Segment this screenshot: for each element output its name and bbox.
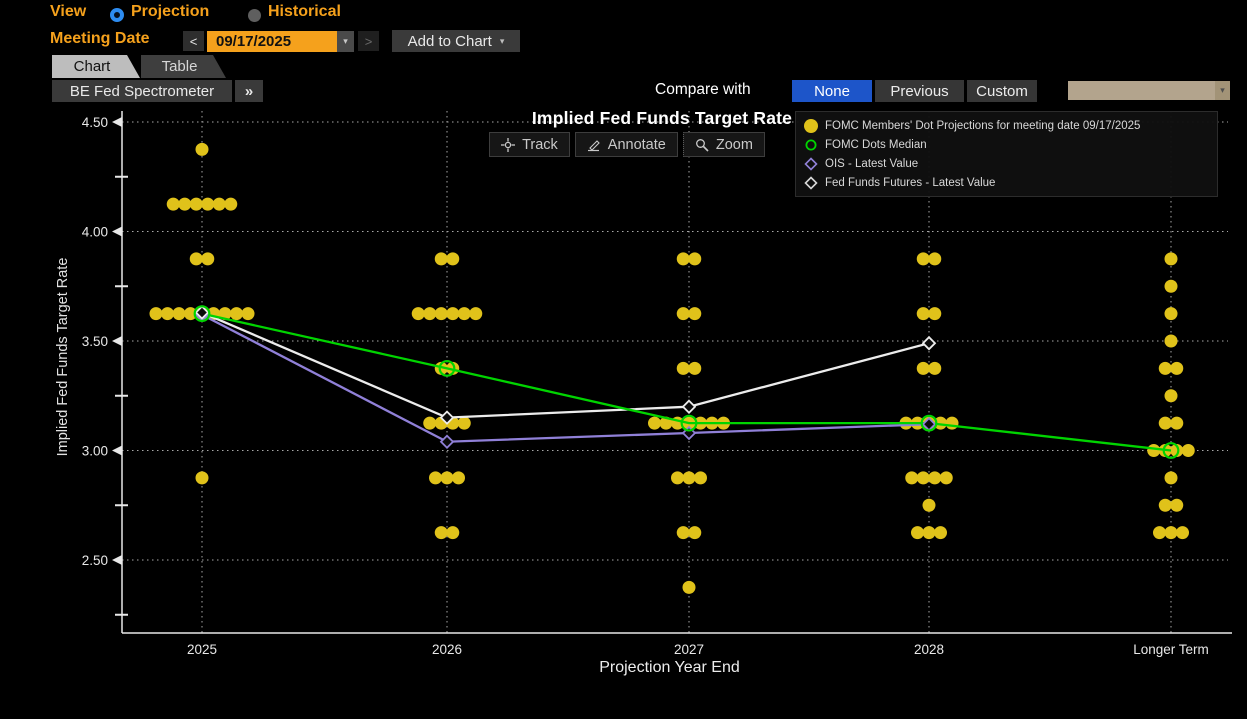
legend-item-fed-funds-futures: Fed Funds Futures - Latest Value (803, 173, 1210, 192)
annotate-button[interactable]: Annotate (574, 132, 678, 157)
compare-custom-button[interactable]: Custom (967, 80, 1037, 102)
tab-table-label: Table (161, 58, 198, 75)
dot-plot-canvas: 2.50 3.00 3.50 4.00 4.50 2025 2026 2027 2028 Long… (82, 111, 1232, 657)
tab-chart-label: Chart (73, 58, 111, 75)
annotate-pencil-icon (587, 139, 600, 151)
chevron-down-icon: ▾ (499, 35, 505, 46)
legend-item-ois: OIS - Latest Value (803, 154, 1210, 173)
meeting-date-input[interactable]: 09/17/2025 (207, 31, 346, 52)
svg-text:3.50: 3.50 (82, 334, 108, 349)
svg-text:2027: 2027 (674, 642, 704, 657)
legend-label: FOMC Dots Median (825, 138, 927, 151)
open-diamond-icon (804, 156, 818, 171)
compare-custom-select[interactable]: ▾ (1068, 81, 1230, 100)
legend-label: OIS - Latest Value (825, 157, 919, 170)
svg-text:4.50: 4.50 (82, 115, 108, 130)
zoom-button[interactable]: Zoom (682, 132, 765, 157)
track-button[interactable]: Track (489, 132, 570, 157)
svg-text:2028: 2028 (914, 642, 944, 657)
view-label: View (50, 3, 87, 20)
svg-text:Longer Term: Longer Term (1133, 642, 1209, 657)
tab-chart[interactable]: Chart (52, 55, 140, 78)
svg-text:2.50: 2.50 (82, 553, 108, 568)
legend-label: Fed Funds Futures - Latest Value (825, 176, 996, 189)
chevron-down-icon: ▾ (343, 36, 348, 46)
date-dropdown-button[interactable]: ▾ (337, 31, 354, 52)
track-button-label: Track (522, 136, 558, 153)
chart-legend: FOMC Members' Dot Projections for meetin… (795, 111, 1218, 197)
add-to-chart-label: Add to Chart (407, 32, 492, 50)
legend-item-dot-projections: FOMC Members' Dot Projections for meetin… (803, 116, 1210, 135)
annotate-button-label: Annotate (607, 136, 666, 153)
compare-with-label: Compare with (655, 81, 751, 98)
chart-title: Implied Fed Funds Target Rate (531, 108, 793, 128)
projection-radio[interactable] (110, 8, 124, 22)
filled-circle-icon (804, 118, 818, 133)
legend-label: FOMC Members' Dot Projections for meetin… (825, 119, 1141, 132)
historical-radio[interactable] (248, 9, 261, 22)
prev-date-button[interactable]: < (183, 31, 204, 51)
tab-table[interactable]: Table (141, 55, 226, 78)
compare-previous-button[interactable]: Previous (875, 80, 964, 102)
expand-toolbar-button[interactable]: » (235, 80, 263, 102)
chart-tools: Track Annotate Zoom (122, 132, 1132, 157)
zoom-magnifier-icon (695, 138, 709, 152)
meeting-date-label: Meeting Date (50, 30, 150, 47)
svg-text:3.00: 3.00 (82, 444, 108, 459)
chevron-down-icon: ▾ (1215, 81, 1230, 100)
open-diamond-icon (804, 175, 818, 190)
legend-item-fomc-median: FOMC Dots Median (803, 135, 1210, 154)
open-circle-icon (805, 139, 817, 150)
compare-none-button[interactable]: None (792, 80, 872, 102)
x-axis-title: Projection Year End (599, 659, 740, 676)
be-fed-spectrometer-button[interactable]: BE Fed Spectrometer (52, 80, 232, 102)
track-crosshair-icon (501, 137, 516, 152)
add-to-chart-button[interactable]: Add to Chart ▾ (392, 30, 520, 52)
zoom-button-label: Zoom (715, 136, 753, 153)
svg-text:2026: 2026 (432, 642, 462, 657)
svg-text:4.00: 4.00 (82, 225, 108, 240)
y-axis-title: Implied Fed Funds Target Rate (55, 257, 71, 457)
svg-text:2025: 2025 (187, 642, 217, 657)
projection-radio-label[interactable]: Projection (131, 3, 210, 20)
historical-radio-label[interactable]: Historical (268, 3, 341, 20)
next-date-button[interactable]: > (358, 31, 379, 51)
